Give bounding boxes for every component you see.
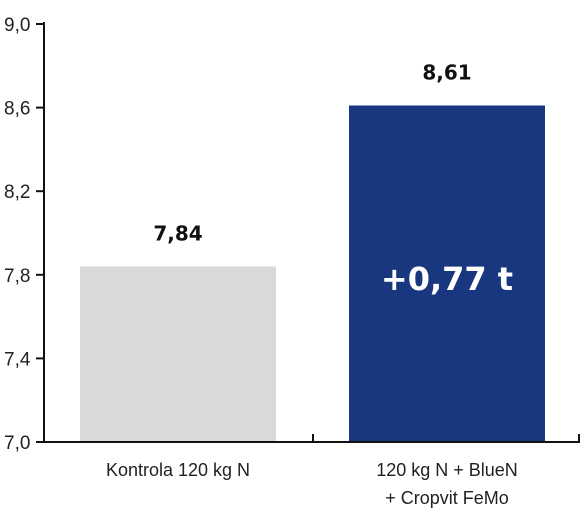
y-axis: 7,0 7,4 7,8 8,2 8,6 9,0 — [4, 15, 45, 454]
category-label: 120 kg N + BlueN + Cropvit FeMo — [376, 460, 518, 508]
bar — [80, 266, 276, 442]
value-label: 7,84 — [153, 221, 202, 245]
y-tick-label: 7,8 — [4, 266, 30, 287]
difference-label: +0,77 t — [381, 260, 513, 298]
y-tick-label: 8,6 — [4, 99, 30, 120]
category-label-line: Kontrola 120 kg N — [106, 460, 250, 480]
category-label-line: 120 kg N + BlueN — [376, 460, 518, 480]
y-tick-label: 7,0 — [4, 433, 30, 454]
bar — [349, 105, 545, 442]
bars: 7,84 8,61 +0,77 t — [80, 61, 545, 442]
y-tick-label: 9,0 — [4, 15, 30, 36]
category-label: Kontrola 120 kg N — [106, 460, 250, 480]
y-tick-label: 8,2 — [4, 182, 30, 203]
category-label-line: + Cropvit FeMo — [385, 488, 509, 508]
y-tick-label: 7,4 — [4, 349, 31, 370]
x-axis: Kontrola 120 kg N 120 kg N + BlueN + Cropv… — [44, 434, 580, 508]
value-label: 8,61 — [422, 61, 471, 85]
